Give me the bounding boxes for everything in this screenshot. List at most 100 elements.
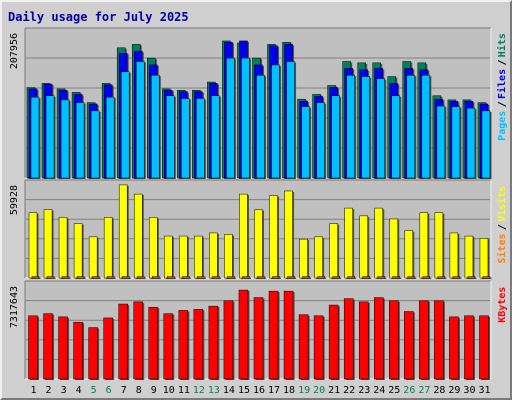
bar-visits-day-20 (314, 236, 323, 279)
x-tick-label-day-7: 7 (121, 385, 127, 396)
x-tick-label-day-17: 17 (268, 385, 280, 396)
bar-visits-day-7 (118, 184, 128, 279)
bar-sites-day-20 (317, 276, 325, 279)
bar-kbytes-day-30 (464, 315, 474, 380)
x-tick-label-day-27: 27 (418, 385, 430, 396)
bar-sites-day-19 (302, 276, 310, 279)
bar-visits-day-16 (254, 209, 263, 279)
bar-pages-day-3 (60, 99, 70, 179)
x-tick-label-day-8: 8 (136, 385, 142, 396)
bar-visits-day-13 (209, 232, 218, 279)
legend-separator: / (497, 224, 508, 230)
bar-pages-day-27 (421, 74, 431, 179)
x-tick-label-day-24: 24 (373, 385, 385, 396)
bar-sites-day-25 (392, 276, 401, 279)
bar-pages-day-14 (226, 57, 235, 179)
bar-kbytes-day-4 (73, 321, 83, 380)
x-tick-label-day-18: 18 (283, 385, 295, 396)
bar-kbytes-day-13 (208, 305, 219, 380)
legend-pages: Pages (497, 111, 508, 141)
bar-kbytes-day-12 (193, 309, 204, 380)
bar-visits-day-22 (344, 207, 353, 279)
bar-kbytes-day-23 (358, 301, 369, 380)
bar-kbytes-day-2 (43, 313, 53, 380)
x-tick-label-day-14: 14 (223, 385, 235, 396)
bar-visits-day-21 (329, 223, 338, 279)
bar-sites-day-11 (182, 276, 190, 279)
bar-pages-day-9 (151, 74, 160, 179)
bar-pages-day-1 (30, 96, 40, 179)
bar-kbytes-day-18 (283, 290, 294, 380)
bar-sites-day-12 (197, 276, 205, 279)
bar-pages-day-10 (166, 95, 175, 179)
bar-sites-day-7 (121, 276, 130, 279)
legend-visits: Visits (496, 186, 508, 222)
bar-pages-day-30 (466, 107, 476, 179)
bar-kbytes-day-14 (223, 300, 234, 380)
bar-pages-day-11 (181, 98, 190, 179)
bar-kbytes-day-10 (163, 313, 174, 380)
x-tick-label-day-10: 10 (163, 385, 175, 396)
bar-sites-day-30 (467, 276, 476, 279)
bar-sites-day-13 (212, 276, 220, 279)
bar-visits-day-12 (194, 235, 203, 279)
legend-kbytes: KBytes (497, 287, 508, 323)
bar-sites-day-9 (152, 276, 160, 279)
bar-kbytes-day-24 (373, 297, 384, 380)
bar-sites-day-24 (377, 276, 385, 279)
bar-kbytes-day-26 (404, 311, 414, 380)
bar-pages-day-4 (75, 102, 85, 179)
legend-sites: Sites (496, 233, 508, 263)
bar-visits-day-5 (88, 236, 98, 279)
x-tick-label-day-3: 3 (61, 385, 67, 396)
bar-visits-day-23 (359, 215, 368, 279)
bar-visits-day-17 (269, 195, 278, 279)
bar-pages-day-13 (211, 95, 220, 179)
legend-hits: Hits (496, 33, 508, 57)
bar-sites-day-16 (257, 276, 265, 279)
y-max-label: 59928 (9, 185, 20, 215)
bar-visits-day-3 (58, 217, 68, 279)
x-tick-label-day-19: 19 (298, 385, 310, 396)
bar-pages-day-7 (120, 71, 130, 179)
bar-sites-day-29 (452, 276, 461, 279)
bar-kbytes-day-6 (103, 317, 113, 380)
bar-pages-day-31 (481, 110, 491, 179)
bar-visits-day-31 (479, 238, 489, 279)
bar-visits-day-24 (374, 207, 383, 279)
legend-separator: / (497, 101, 508, 107)
y-max-label: 207956 (9, 33, 20, 69)
bar-sites-day-8 (136, 276, 145, 279)
bar-visits-day-15 (239, 193, 248, 279)
bar-pages-day-21 (331, 95, 340, 179)
bar-sites-day-15 (242, 276, 250, 279)
bar-visits-day-1 (28, 212, 38, 279)
x-tick-label-day-28: 28 (433, 385, 445, 396)
bar-sites-day-4 (76, 276, 85, 279)
bar-pages-day-23 (361, 76, 370, 179)
bar-pages-day-29 (451, 106, 461, 179)
bar-kbytes-day-11 (178, 310, 189, 380)
bar-visits-day-14 (224, 234, 233, 279)
x-tick-label-day-15: 15 (238, 385, 250, 396)
x-tick-label-day-11: 11 (178, 385, 190, 396)
bar-visits-day-4 (73, 223, 83, 279)
x-tick-label-day-5: 5 (91, 385, 97, 396)
bar-kbytes-day-9 (148, 306, 159, 380)
bar-kbytes-day-21 (328, 304, 339, 380)
bar-visits-day-10 (164, 235, 173, 279)
x-tick-label-day-20: 20 (313, 385, 325, 396)
x-tick-label-day-6: 6 (106, 385, 112, 396)
bar-kbytes-day-1 (28, 315, 38, 380)
bar-kbytes-day-22 (343, 298, 354, 380)
bar-sites-day-23 (362, 276, 370, 279)
bar-pages-day-8 (135, 61, 145, 179)
x-tick-label-day-23: 23 (358, 385, 370, 396)
bar-sites-day-26 (407, 276, 416, 279)
bar-pages-day-6 (105, 96, 115, 179)
bar-pages-day-17 (271, 64, 280, 179)
bar-visits-day-25 (389, 218, 399, 279)
bar-visits-day-27 (419, 212, 429, 279)
x-tick-label-day-13: 13 (208, 385, 220, 396)
bar-visits-day-9 (149, 217, 158, 279)
